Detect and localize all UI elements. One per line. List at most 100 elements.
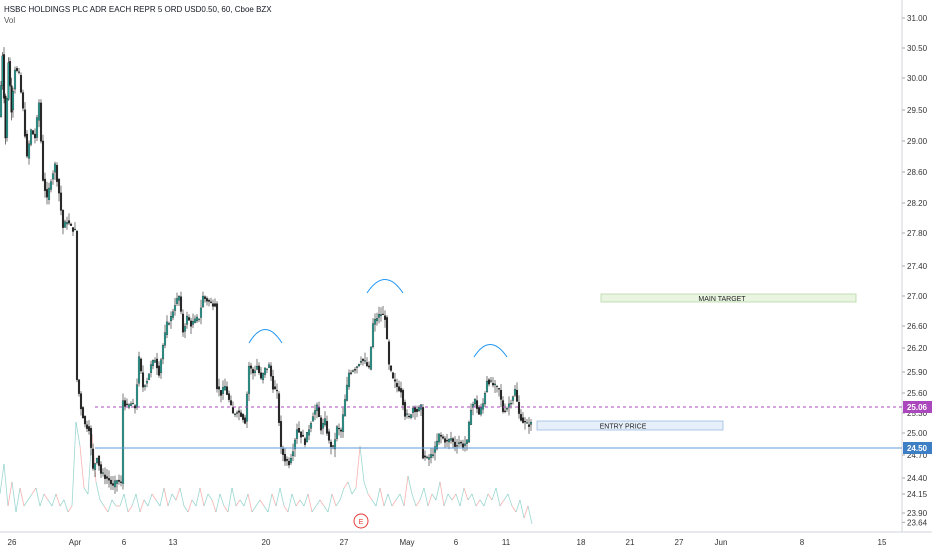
candle — [411, 405, 415, 418]
candle — [161, 343, 165, 365]
earnings-marker[interactable]: E — [353, 513, 369, 529]
candle — [229, 395, 233, 407]
volume-segment — [279, 487, 285, 507]
candle — [147, 373, 151, 381]
time-tick-label: 18 — [577, 538, 586, 547]
candle — [515, 382, 519, 403]
right-shoulder-arc[interactable] — [473, 344, 508, 358]
candle — [503, 403, 507, 414]
volume-segment — [107, 499, 113, 513]
candle — [159, 357, 163, 379]
candle — [249, 362, 253, 375]
candle — [233, 413, 237, 418]
volume-segment — [403, 475, 409, 507]
candle — [221, 380, 225, 400]
candle — [493, 379, 497, 394]
time-tick-label: 11 — [502, 538, 511, 547]
candle — [153, 357, 157, 363]
candle — [53, 161, 57, 181]
volume-segment — [119, 493, 125, 507]
candle — [475, 395, 479, 414]
candle — [205, 296, 209, 306]
candle — [389, 365, 393, 373]
volume-segment — [135, 493, 141, 513]
candle — [87, 420, 91, 435]
volume-segment — [0, 463, 5, 495]
candle — [297, 421, 301, 433]
candle — [323, 411, 327, 427]
price-tick-label: 23.64 — [907, 518, 928, 527]
price-tick-label: 25.90 — [907, 368, 928, 377]
candle — [451, 437, 455, 449]
entry-price-box[interactable]: ENTRY PRICE — [536, 420, 724, 431]
candle — [519, 409, 523, 422]
candle — [405, 409, 409, 419]
candle — [215, 301, 219, 393]
candle — [79, 391, 83, 416]
candle — [71, 227, 75, 236]
candle — [15, 65, 19, 73]
candle — [507, 396, 511, 416]
candle — [181, 309, 185, 337]
volume-segment — [523, 505, 529, 519]
candle — [167, 321, 171, 326]
volume-segment — [363, 481, 369, 495]
candle — [45, 181, 49, 205]
candle — [293, 437, 297, 457]
candle — [523, 417, 527, 430]
main-target-box[interactable]: MAIN TARGET — [600, 293, 857, 303]
price-tick-label: 25.60 — [907, 389, 928, 398]
price-tick-label: 24.70 — [907, 451, 928, 460]
volume-segment — [295, 499, 301, 507]
volume-segment — [291, 493, 297, 507]
volume-segment — [275, 487, 281, 507]
volume-segment — [339, 487, 345, 501]
volume-segment — [55, 493, 61, 507]
head-arc[interactable] — [366, 279, 404, 294]
candle — [33, 128, 37, 144]
volume-segment — [379, 487, 385, 507]
price-tick-label: 30.50 — [907, 44, 928, 53]
left-shoulder-arc[interactable] — [248, 329, 283, 344]
volume-segment — [43, 493, 49, 501]
volume-segment — [7, 481, 13, 507]
volume-segment — [231, 487, 237, 507]
candle — [223, 378, 227, 391]
candle — [189, 317, 193, 335]
candle — [421, 403, 425, 460]
candle — [277, 391, 281, 426]
candle — [267, 361, 271, 368]
candle — [393, 373, 397, 388]
price-axis[interactable]: 31.00 30.50 30.00 29.50 29.00 28.60 28.20 27.80… — [902, 14, 928, 527]
candle — [359, 356, 363, 366]
time-axis[interactable]: 26 Apr 6 13 20 27 May 6 11 18 21 27 Jun 8 15 — [8, 538, 887, 547]
candle — [139, 357, 143, 374]
volume-segment — [527, 505, 533, 525]
volume-segment — [375, 487, 381, 507]
candle — [61, 209, 65, 235]
earnings-marker-label: E — [359, 519, 364, 526]
volume-segment — [83, 487, 89, 495]
candle — [513, 384, 517, 397]
volume-segment — [423, 487, 429, 507]
support-price-value: 24.50 — [907, 444, 928, 453]
support-price-tag: 24.50 — [903, 442, 932, 454]
candle — [63, 219, 67, 228]
candle — [387, 339, 391, 370]
candle — [253, 365, 257, 377]
volume-segment — [3, 463, 9, 507]
candle — [83, 415, 87, 428]
candle — [333, 432, 337, 458]
volume-segment — [255, 499, 261, 507]
candle — [103, 467, 107, 485]
volume-segment — [371, 499, 377, 507]
candle — [453, 436, 457, 452]
volume-indicator-label[interactable]: Vol — [4, 16, 16, 25]
candle — [385, 315, 389, 340]
candle — [391, 371, 395, 380]
symbol-title[interactable]: HSBC HOLDINGS PLC ADR EACH REPR 5 ORD US… — [4, 5, 272, 14]
volume-segment — [235, 499, 241, 507]
candle — [17, 68, 21, 75]
candle — [69, 222, 73, 226]
